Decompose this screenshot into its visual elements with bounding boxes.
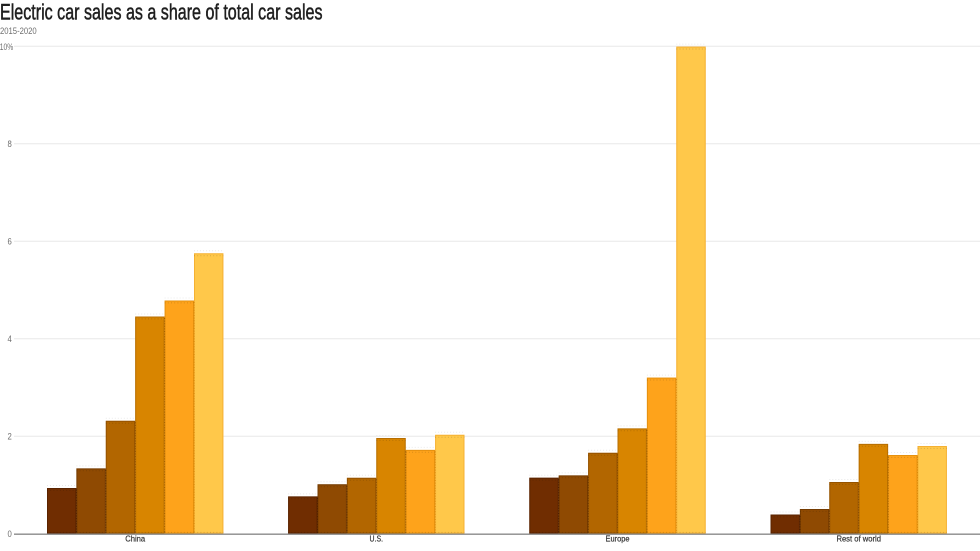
svg-text:2015-2020: 2015-2020: [0, 26, 37, 36]
svg-text:4: 4: [8, 334, 12, 344]
svg-text:10%: 10%: [0, 42, 13, 52]
svg-text:U.S.: U.S.: [370, 535, 384, 544]
svg-text:8: 8: [8, 139, 12, 149]
svg-text:2: 2: [8, 432, 12, 442]
svg-text:0: 0: [8, 529, 12, 539]
svg-text:6: 6: [8, 237, 12, 247]
svg-text:China: China: [125, 535, 145, 544]
svg-text:Europe: Europe: [606, 535, 630, 544]
svg-text:Rest of world: Rest of world: [836, 535, 881, 544]
svg-text:Electric car sales as a share: Electric car sales as a share of total c…: [0, 0, 323, 25]
